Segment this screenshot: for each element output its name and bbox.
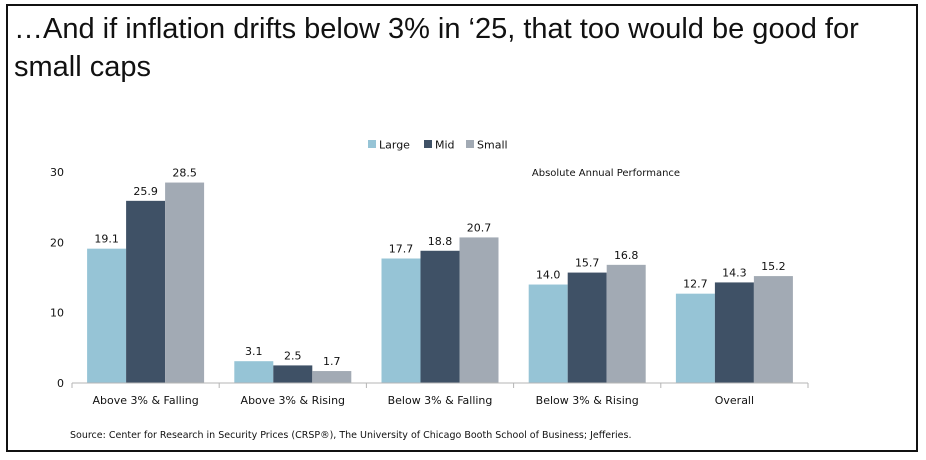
bar-large (234, 361, 274, 383)
chart-annotation: Absolute Annual Performance (532, 168, 680, 179)
y-axis: 0 10 20 30 (50, 166, 64, 390)
source-note: Source: Center for Research in Security … (70, 430, 632, 441)
bar-small (165, 182, 205, 383)
y-tick-label: 30 (50, 166, 64, 179)
legend-label-large: Large (379, 139, 410, 152)
x-tick-label: Above 3% & Falling (92, 394, 198, 407)
bar-mid (126, 200, 166, 383)
bar-value-label: 12.7 (683, 278, 708, 291)
bar-small (459, 237, 499, 383)
bar-value-label: 28.5 (172, 167, 197, 180)
legend-label-small: Small (477, 139, 508, 152)
bar-value-label: 18.8 (428, 235, 453, 248)
bar-value-label: 2.5 (284, 349, 302, 362)
bar-large (675, 293, 715, 383)
bar-mid (273, 365, 313, 383)
x-tick-label: Above 3% & Rising (241, 394, 345, 407)
bar-value-label: 17.7 (389, 243, 414, 256)
bar-value-label: 15.7 (575, 257, 600, 270)
y-tick-label: 20 (50, 236, 64, 249)
bar-value-label: 20.7 (467, 221, 492, 234)
bars: 19.1 25.9 28.5 3.1 2.5 1.7 17.7 18.8 20.7 14.0 15.… (87, 167, 793, 383)
bar-value-label: 25.9 (133, 185, 158, 198)
bar-mid (567, 272, 607, 383)
bar-small (753, 276, 793, 383)
y-tick-label: 10 (50, 307, 64, 320)
bar-mid (714, 282, 754, 383)
bar-value-label: 15.2 (761, 260, 786, 273)
legend: Large Mid Small (368, 139, 508, 152)
bar-small (606, 264, 646, 383)
bar-mid (420, 250, 460, 383)
y-tick-label: 0 (57, 377, 64, 390)
legend-label-mid: Mid (435, 139, 455, 152)
bar-small (312, 371, 352, 383)
x-tick-label: Overall (715, 394, 754, 407)
legend-swatch-mid (424, 140, 432, 148)
bar-large (528, 284, 568, 383)
bar-large (381, 258, 421, 383)
chart-title: …And if inflation drifts below 3% in ‘25… (14, 13, 859, 83)
x-tick-label: Below 3% & Rising (536, 394, 639, 407)
bar-value-label: 14.0 (536, 269, 561, 282)
legend-swatch-small (466, 140, 474, 148)
bar-value-label: 3.1 (245, 345, 263, 358)
bar-value-label: 1.7 (323, 355, 341, 368)
x-tick-label: Below 3% & Falling (388, 394, 493, 407)
bar-value-label: 14.3 (722, 266, 747, 279)
legend-swatch-large (368, 140, 376, 148)
bar-value-label: 19.1 (94, 233, 119, 246)
bar-large (87, 248, 127, 383)
x-axis: Above 3% & Falling Above 3% & Rising Below… (71, 382, 809, 407)
bar-value-label: 16.8 (614, 249, 639, 262)
